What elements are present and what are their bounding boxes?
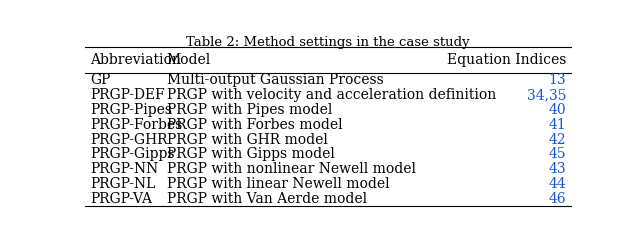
Text: PRGP-Pipes: PRGP-Pipes — [90, 103, 172, 117]
Text: PRGP-NL: PRGP-NL — [90, 177, 156, 191]
Text: PRGP with linear Newell model: PRGP with linear Newell model — [167, 177, 389, 191]
Text: Table 2: Method settings in the case study: Table 2: Method settings in the case stu… — [186, 37, 470, 50]
Text: 41: 41 — [548, 118, 566, 132]
Text: PRGP-Gipps: PRGP-Gipps — [90, 148, 175, 161]
Text: GP: GP — [90, 73, 110, 87]
Text: PRGP-NN: PRGP-NN — [90, 162, 158, 176]
Text: Abbreviation: Abbreviation — [90, 53, 180, 67]
Text: PRGP-VA: PRGP-VA — [90, 192, 152, 206]
Text: PRGP-Forbes: PRGP-Forbes — [90, 118, 182, 132]
Text: Equation Indices: Equation Indices — [447, 53, 566, 67]
Text: 13: 13 — [548, 73, 566, 87]
Text: Multi-output Gaussian Process: Multi-output Gaussian Process — [167, 73, 383, 87]
Text: PRGP with nonlinear Newell model: PRGP with nonlinear Newell model — [167, 162, 416, 176]
Text: 43: 43 — [548, 162, 566, 176]
Text: PRGP-DEF: PRGP-DEF — [90, 88, 164, 102]
Text: PRGP with Pipes model: PRGP with Pipes model — [167, 103, 332, 117]
Text: 40: 40 — [548, 103, 566, 117]
Text: PRGP with Forbes model: PRGP with Forbes model — [167, 118, 342, 132]
Text: PRGP-GHR: PRGP-GHR — [90, 133, 168, 147]
Text: 45: 45 — [548, 148, 566, 161]
Text: PRGP with velocity and acceleration definition: PRGP with velocity and acceleration defi… — [167, 88, 496, 102]
Text: 42: 42 — [548, 133, 566, 147]
Text: 46: 46 — [548, 192, 566, 206]
Text: PRGP with Van Aerde model: PRGP with Van Aerde model — [167, 192, 367, 206]
Text: 44: 44 — [548, 177, 566, 191]
Text: 34,35: 34,35 — [527, 88, 566, 102]
Text: PRGP with Gipps model: PRGP with Gipps model — [167, 148, 335, 161]
Text: Model: Model — [167, 53, 211, 67]
Text: PRGP with GHR model: PRGP with GHR model — [167, 133, 328, 147]
